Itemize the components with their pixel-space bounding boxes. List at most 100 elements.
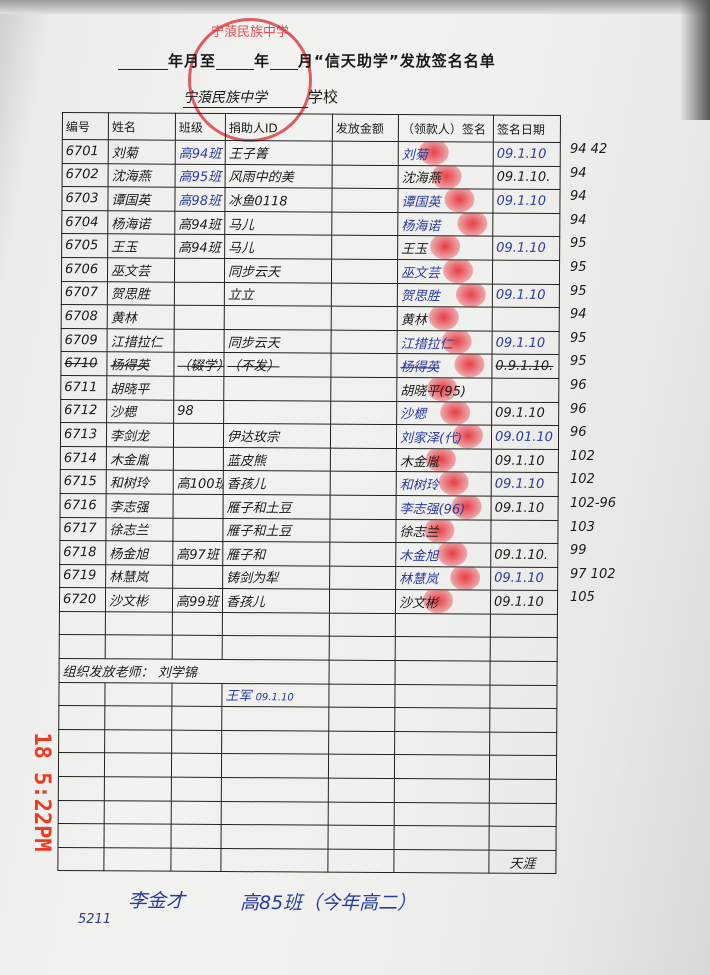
table-row: 6716 李志强 雁子和土豆 李志强(96) 09.1.10 xyxy=(60,493,559,521)
side-note: 95 xyxy=(570,260,587,275)
cell-sig: 木金旭 xyxy=(395,542,491,567)
empty-cell xyxy=(171,777,222,802)
signature: 沈海燕 xyxy=(401,171,441,187)
cell-donor: 香孩儿 xyxy=(222,588,330,614)
empty-cell xyxy=(394,778,490,803)
cell-id: 6708 xyxy=(61,304,108,329)
side-note: 105 xyxy=(570,590,595,606)
empty-cell xyxy=(172,635,223,660)
cell-amount xyxy=(331,306,398,331)
cell-amount xyxy=(330,353,398,378)
empty-cell xyxy=(328,778,395,803)
fingerprint-mark xyxy=(455,283,486,308)
cell-date: 09.1.10 xyxy=(492,189,561,214)
cell-name: 黄林 xyxy=(107,304,175,329)
cell-donor: 同步云天 xyxy=(224,329,332,354)
column-header: 编号 xyxy=(62,112,109,140)
cell-donor: 雁子和土豆 xyxy=(223,494,331,519)
table-row: 6717 徐志兰 雁子和土豆 徐志兰 xyxy=(59,516,559,544)
cell-name: 巫文芸 xyxy=(107,257,175,282)
empty-cell xyxy=(104,753,172,778)
cell-name: 杨得英 xyxy=(106,352,175,377)
empty-cell xyxy=(221,706,329,731)
empty-cell xyxy=(105,635,173,660)
cell-name: 胡晓平 xyxy=(106,375,174,400)
column-header: 姓名 xyxy=(108,112,176,141)
table-row: 6701 刘菊 高94班 王子箐 刘菊 09.1.10 xyxy=(62,139,561,167)
cell-name: 徐志兰 xyxy=(105,517,174,542)
table-row: 6715 和树玲 高100班 香孩儿 和树玲 09.1.10 xyxy=(60,469,559,497)
side-note: 96 xyxy=(570,378,587,393)
empty-cell xyxy=(490,614,558,639)
cell-name: 王玉 xyxy=(107,234,175,259)
empty-cell xyxy=(221,824,329,849)
signature: 杨得英 xyxy=(400,360,440,376)
side-note: 94 xyxy=(570,212,587,228)
cell-amount xyxy=(331,329,398,354)
empty-cell xyxy=(394,754,490,780)
fingerprint-mark xyxy=(440,401,471,426)
cell-class: 98 xyxy=(173,399,224,424)
cell-sig: 巫文芸 xyxy=(397,259,493,284)
empty-cell xyxy=(328,825,395,850)
cell-id: 6717 xyxy=(59,516,107,541)
empty-cell xyxy=(328,801,395,826)
empty-cell xyxy=(221,753,329,779)
empty-cell xyxy=(329,660,396,685)
empty-cell xyxy=(222,635,330,661)
cell-date xyxy=(491,378,559,403)
sign-sheet-table: 编号 姓名 班级 捐助人ID 发放金额 （领款人）签名 签名日期 6701 刘菊 高94班 王子箐… xyxy=(57,112,561,874)
empty-cell xyxy=(104,706,172,731)
cell-date: 09.1.10 xyxy=(491,448,559,473)
signature: 沙楒 xyxy=(400,407,427,423)
signature: 木金胤 xyxy=(399,454,439,470)
bottom-class-note: 高85班（今年高二） xyxy=(240,892,417,914)
cell-sig: 徐志兰 xyxy=(395,519,492,544)
cell-date: 09.1.10 xyxy=(493,142,561,167)
cell-class xyxy=(174,281,225,306)
side-note: 102-96 xyxy=(570,496,617,511)
empty-cell xyxy=(59,634,106,659)
empty-cell xyxy=(489,755,557,780)
red-seal-stamp: 宁蒗民族中学 xyxy=(188,18,312,142)
cell-name: 和树玲 xyxy=(106,470,174,495)
empty-cell xyxy=(171,824,222,849)
column-header: 捐助人ID xyxy=(225,113,333,142)
cell-class: 高94班 xyxy=(174,234,225,259)
empty-cell xyxy=(170,847,222,872)
cell-class xyxy=(173,376,224,401)
cell-id: 6715 xyxy=(60,469,107,494)
cell-date: 0.9.1.10. xyxy=(491,354,560,379)
cell-class xyxy=(174,258,225,283)
empty-cell xyxy=(220,848,329,873)
cell-donor: 马儿 xyxy=(224,211,332,236)
signature: 王玉 xyxy=(401,242,428,258)
cell-date xyxy=(492,212,560,237)
table-row: 6719 林慧岚 铸剑为犁 林慧岚 09.1.10 xyxy=(59,564,558,591)
side-note: 99 xyxy=(570,543,587,559)
empty-cell xyxy=(395,660,491,685)
side-note: 95 xyxy=(570,283,587,299)
table-row: 6709 江措拉仁 同步云天 江措拉仁 09.1.10 xyxy=(61,328,560,355)
cell-amount xyxy=(331,282,398,307)
signature: 谭国英 xyxy=(401,195,441,211)
cell-id: 6710 xyxy=(60,351,108,376)
cell-class: 高97班 xyxy=(172,541,223,566)
cell-date: 09.1.10 xyxy=(490,566,558,591)
cell-id: 6701 xyxy=(62,139,109,164)
signature: 刘菊 xyxy=(401,147,428,164)
cell-class: 高99班 xyxy=(172,588,223,613)
fingerprint-mark xyxy=(457,212,488,237)
cell-date: 09.1.10 xyxy=(491,472,559,497)
cell-sig: 谭国英 xyxy=(397,188,494,213)
empty-cell xyxy=(172,612,223,636)
cell-sig: 沙楒 xyxy=(396,401,492,426)
side-note: 94 xyxy=(570,189,587,205)
fingerprint-mark xyxy=(430,235,461,260)
cell-amount xyxy=(330,424,397,449)
cell-name: 木金胤 xyxy=(106,446,174,471)
cell-donor: 雁子和土豆 xyxy=(222,517,331,543)
fingerprint-mark xyxy=(444,188,475,213)
cell-donor: 王子箐 xyxy=(225,140,333,165)
cell-class xyxy=(173,423,224,448)
